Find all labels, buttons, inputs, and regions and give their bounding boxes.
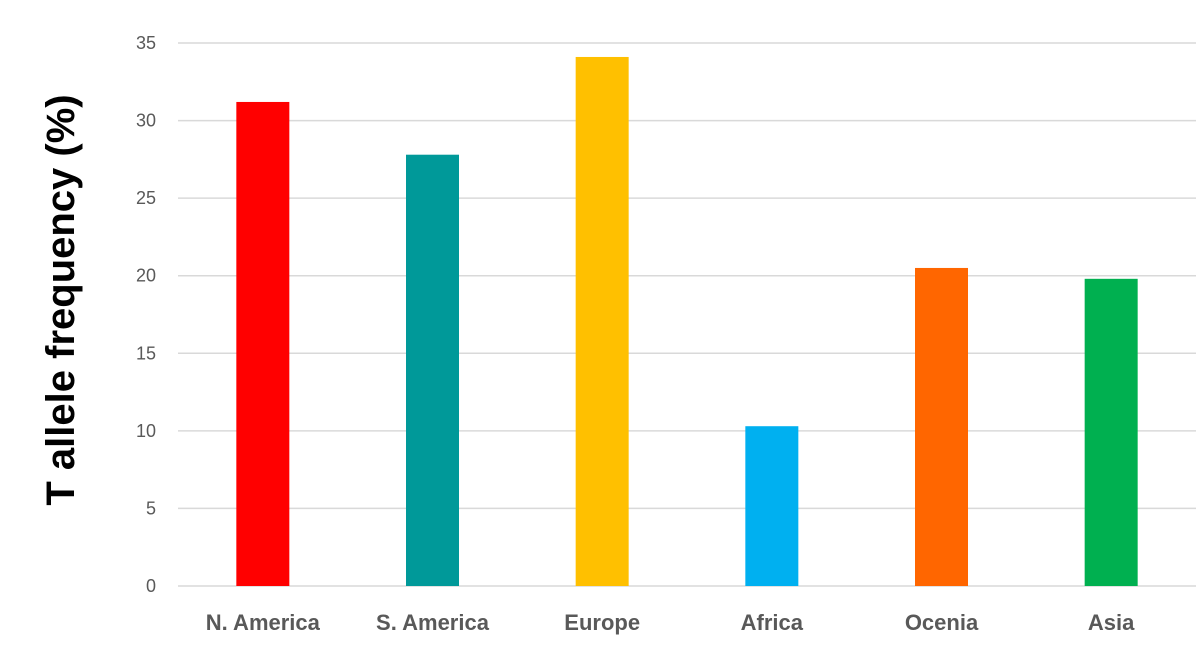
x-axis-ticks: N. America S. America Europe Africa Ocenia As… (206, 610, 1135, 635)
bar-europe (575, 56, 629, 587)
y-tick-label: 0 (146, 576, 156, 596)
y-tick-label: 15 (136, 343, 156, 363)
x-tick-label: N. America (206, 610, 321, 635)
y-tick-label: 20 (136, 266, 156, 286)
bar-asia (1084, 278, 1138, 586)
x-tick-label: Asia (1088, 610, 1135, 635)
bar-africa (745, 426, 799, 586)
bars (236, 56, 1138, 587)
y-axis-ticks: 0 5 10 15 20 25 30 35 (136, 33, 156, 596)
y-tick-label: 30 (136, 111, 156, 131)
y-tick-label: 25 (136, 188, 156, 208)
x-tick-label: Ocenia (905, 610, 979, 635)
y-tick-label: 35 (136, 33, 156, 53)
bar-n-america (236, 101, 290, 586)
y-tick-label: 5 (146, 498, 156, 518)
gridlines (178, 42, 1196, 587)
x-tick-label: S. America (376, 610, 490, 635)
bar-s-america (406, 154, 459, 586)
bar-ocenia (915, 267, 968, 586)
y-axis-label: T allele frequency (%) (39, 94, 83, 505)
x-tick-label: Africa (741, 610, 804, 635)
y-tick-label: 10 (136, 421, 156, 441)
x-tick-label: Europe (564, 610, 640, 635)
